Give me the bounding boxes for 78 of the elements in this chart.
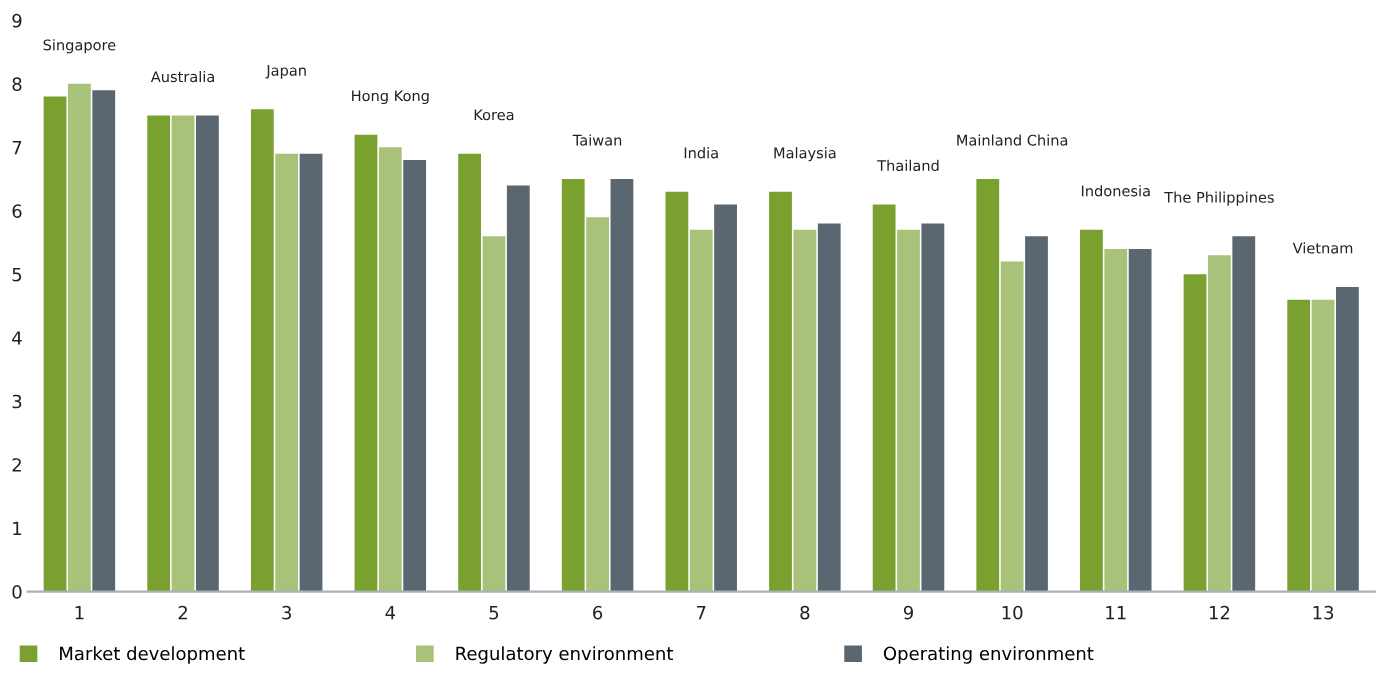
annotation: Malaysia bbox=[774, 147, 836, 162]
annotation: Hong Kong bbox=[352, 90, 429, 105]
bar bbox=[1183, 274, 1207, 592]
legend-label: Market development bbox=[60, 646, 245, 664]
annotation: Singapore bbox=[43, 39, 116, 54]
bar bbox=[689, 229, 713, 592]
annotation: Vietnam bbox=[1292, 242, 1353, 254]
bar bbox=[586, 217, 609, 592]
x-tick-label: 3 bbox=[282, 605, 291, 620]
bar bbox=[976, 179, 1000, 592]
annotation: Australia bbox=[150, 70, 214, 83]
bar bbox=[1025, 236, 1048, 592]
bar bbox=[482, 236, 506, 592]
x-tick-label: 13 bbox=[1313, 605, 1334, 620]
bar bbox=[1336, 286, 1359, 592]
x-tick-label: 9 bbox=[903, 605, 913, 620]
annotation: India bbox=[684, 147, 718, 159]
bar bbox=[403, 160, 427, 592]
bar bbox=[769, 191, 792, 592]
annotation: Thailand bbox=[877, 159, 939, 172]
annotation: Indonesia bbox=[1081, 185, 1150, 197]
bar bbox=[1104, 248, 1128, 592]
annotation: Japan bbox=[265, 65, 306, 79]
y-tick-label: 5 bbox=[12, 267, 22, 282]
y-tick-label: 6 bbox=[12, 204, 22, 218]
bar bbox=[817, 223, 841, 592]
bar bbox=[354, 134, 378, 592]
bar bbox=[250, 109, 274, 592]
bar bbox=[1000, 261, 1024, 592]
annotation: Korea bbox=[474, 109, 514, 121]
bar bbox=[561, 179, 585, 592]
y-tick-label: 1 bbox=[13, 521, 22, 535]
bar bbox=[92, 90, 116, 592]
x-tick-label: 12 bbox=[1209, 605, 1230, 620]
bar bbox=[458, 153, 481, 592]
bar bbox=[897, 229, 920, 592]
bar bbox=[147, 115, 171, 592]
y-tick-label: 0 bbox=[12, 585, 22, 599]
bar bbox=[1128, 248, 1152, 592]
legend-label: Regulatory environment bbox=[456, 646, 673, 664]
y-tick-label: 7 bbox=[12, 141, 22, 155]
x-tick-label: 11 bbox=[1106, 606, 1126, 620]
annotation: Taiwan bbox=[572, 134, 622, 146]
y-tick-label: 8 bbox=[12, 77, 22, 91]
x-tick-label: 8 bbox=[800, 605, 810, 620]
bar bbox=[43, 96, 67, 592]
bar bbox=[378, 147, 402, 592]
bar bbox=[714, 204, 737, 592]
x-tick-label: 4 bbox=[385, 606, 396, 620]
bar bbox=[506, 185, 530, 592]
bar bbox=[1287, 299, 1311, 592]
legend-label: Operating environment bbox=[883, 646, 1094, 664]
annotation: Mainland China bbox=[957, 134, 1068, 146]
y-tick-label: 9 bbox=[12, 13, 22, 28]
bar bbox=[1311, 299, 1335, 592]
bar bbox=[872, 204, 896, 592]
bar bbox=[610, 179, 634, 592]
y-tick-label: 2 bbox=[12, 458, 21, 472]
bar bbox=[1208, 255, 1231, 592]
annotation: The Philippines bbox=[1164, 191, 1274, 206]
bar bbox=[1232, 236, 1256, 592]
bar bbox=[275, 153, 299, 592]
bar bbox=[68, 83, 91, 592]
x-tick-label: 5 bbox=[489, 606, 499, 620]
bar bbox=[793, 229, 817, 592]
bar bbox=[1080, 229, 1103, 592]
x-tick-label: 6 bbox=[593, 605, 603, 620]
x-tick-label: 10 bbox=[1002, 605, 1023, 620]
x-tick-label: 1 bbox=[75, 606, 84, 620]
bar bbox=[299, 153, 323, 592]
x-tick-label: 2 bbox=[178, 605, 187, 620]
bar bbox=[665, 191, 689, 592]
x-tick-label: 7 bbox=[696, 606, 706, 620]
y-tick-label: 3 bbox=[12, 394, 22, 409]
bar bbox=[171, 115, 195, 592]
bar bbox=[195, 115, 219, 592]
bar bbox=[921, 223, 945, 592]
y-tick-label: 4 bbox=[12, 331, 22, 345]
